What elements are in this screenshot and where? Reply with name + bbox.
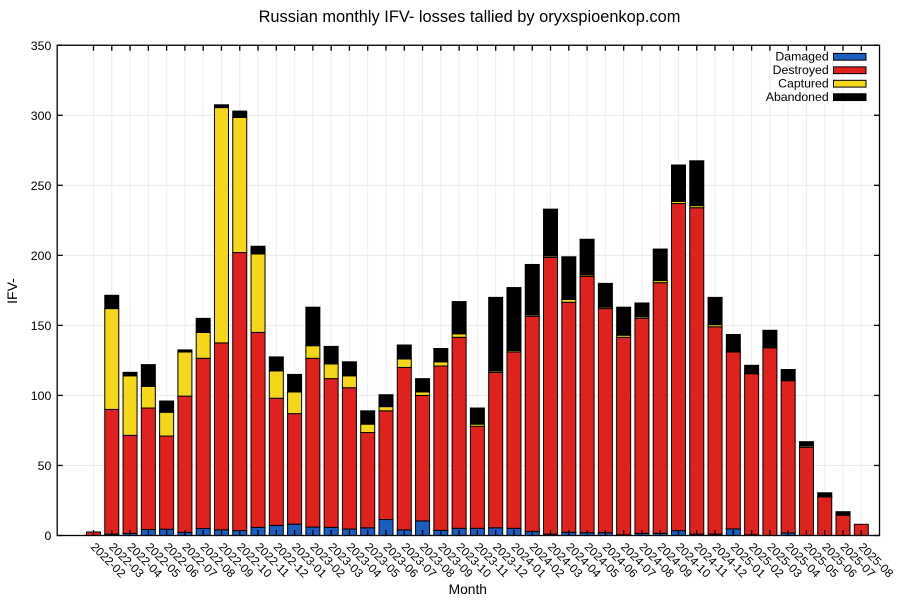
svg-text:Russian monthly IFV- losses ta: Russian monthly IFV- losses tallied by o… [259,8,681,26]
svg-text:100: 100 [31,389,52,403]
svg-text:350: 350 [31,39,52,53]
svg-text:0: 0 [44,529,51,543]
svg-text:IFV-: IFV- [4,278,20,304]
svg-text:Destroyed: Destroyed [773,63,829,77]
svg-text:Damaged: Damaged [775,50,828,64]
svg-text:300: 300 [31,109,52,123]
svg-text:150: 150 [31,319,52,333]
svg-text:250: 250 [31,179,52,193]
svg-text:Captured: Captured [778,77,829,91]
svg-text:Abandoned: Abandoned [766,90,829,104]
svg-text:200: 200 [31,249,52,263]
svg-text:50: 50 [38,459,52,473]
svg-text:Month: Month [449,582,487,597]
